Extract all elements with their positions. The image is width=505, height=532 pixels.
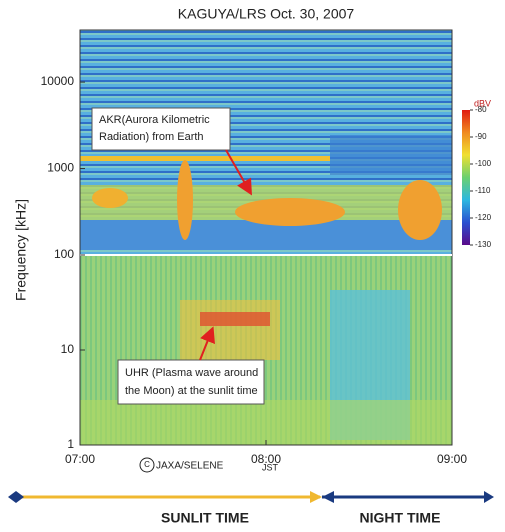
bar-end	[8, 491, 24, 503]
bar-end	[310, 491, 322, 503]
x-tick-label: 08:00	[251, 452, 281, 466]
spectrogram	[80, 30, 452, 445]
period-label: SUNLIT TIME	[161, 510, 249, 526]
annotation-box	[117, 359, 265, 405]
annotation-arrow	[199, 326, 215, 361]
copyright-c: C	[144, 460, 150, 469]
colorbar	[462, 110, 470, 245]
annotation: the Moon) at the sunlit time	[125, 385, 258, 397]
annotation: UHR (Plasma wave around	[125, 367, 258, 379]
y-tick-label: 100	[54, 247, 74, 261]
colorbar-tick-label: -130	[475, 240, 492, 249]
y-tick-label: 10	[61, 342, 75, 356]
x-axis-label: JST	[262, 462, 279, 472]
y-tick-label: 1000	[47, 161, 74, 175]
colorbar-tick-label: -90	[475, 132, 487, 141]
x-tick-label: 09:00	[437, 452, 467, 466]
period-label: NIGHT TIME	[360, 510, 441, 526]
colorbar-tick-label: -100	[475, 159, 492, 168]
x-tick-label: 07:00	[65, 452, 95, 466]
y-tick-label: 1	[67, 437, 74, 451]
annotation: Radiation) from Earth	[99, 131, 204, 143]
copyright-mark	[139, 457, 155, 473]
colorbar-tick-label: -110	[475, 186, 491, 195]
credit: JAXA/SELENE	[156, 461, 224, 472]
bar-end	[484, 491, 494, 503]
colorbar-tick-label: -80	[475, 105, 487, 114]
colorbar-tick-label: -120	[475, 213, 492, 222]
bar-end	[322, 491, 334, 503]
annotation-arrow	[225, 149, 252, 196]
y-axis-label: Frequency [kHz]	[13, 199, 29, 301]
chart-title: KAGUYA/LRS Oct. 30, 2007	[178, 6, 355, 22]
annotation: AKR(Aurora Kilometric	[99, 114, 210, 126]
y-tick-label: 10000	[41, 74, 75, 88]
annotation-box	[91, 107, 231, 151]
colorbar-label: dBV	[474, 98, 491, 108]
